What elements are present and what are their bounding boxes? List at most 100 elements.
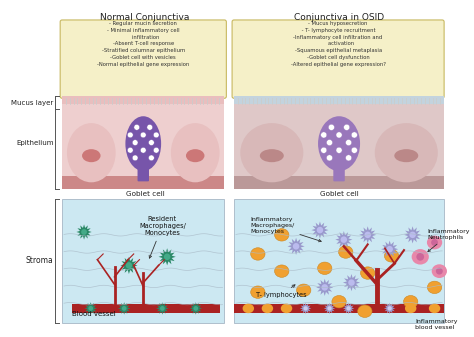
Polygon shape: [120, 257, 137, 274]
Ellipse shape: [432, 264, 447, 278]
Circle shape: [386, 246, 393, 252]
Circle shape: [327, 155, 333, 161]
FancyBboxPatch shape: [232, 20, 444, 98]
Polygon shape: [343, 303, 355, 314]
Circle shape: [293, 243, 300, 250]
Circle shape: [321, 284, 328, 290]
Circle shape: [154, 147, 159, 153]
Ellipse shape: [82, 149, 100, 162]
Circle shape: [321, 132, 327, 138]
Circle shape: [328, 306, 332, 311]
Ellipse shape: [384, 250, 399, 262]
Ellipse shape: [411, 249, 429, 265]
Text: Goblet cell: Goblet cell: [126, 191, 164, 197]
Text: Inflammatory
Neutrophils: Inflammatory Neutrophils: [428, 229, 470, 252]
Text: Conjunctiva in OSID: Conjunctiva in OSID: [294, 13, 384, 22]
Bar: [62, 96, 225, 189]
Ellipse shape: [240, 123, 303, 182]
Text: Goblet cell: Goblet cell: [319, 191, 358, 197]
Ellipse shape: [361, 267, 375, 279]
Polygon shape: [359, 226, 376, 243]
Bar: [62, 176, 225, 189]
Ellipse shape: [126, 116, 161, 171]
Ellipse shape: [243, 304, 254, 313]
Circle shape: [140, 132, 146, 138]
Ellipse shape: [318, 116, 360, 171]
Polygon shape: [324, 303, 335, 314]
Polygon shape: [335, 231, 353, 248]
Circle shape: [134, 124, 140, 130]
Circle shape: [351, 147, 357, 153]
Ellipse shape: [358, 305, 372, 317]
Polygon shape: [381, 241, 398, 258]
Circle shape: [132, 155, 138, 161]
Circle shape: [436, 268, 443, 275]
Ellipse shape: [394, 149, 418, 162]
Polygon shape: [84, 302, 97, 315]
Text: - Regular mucin secretion
- Minimal inflammatory cell
   infiltration
-Absent T-: - Regular mucin secretion - Minimal infl…: [97, 21, 190, 67]
Circle shape: [344, 124, 350, 130]
Circle shape: [132, 140, 138, 146]
Bar: [72, 304, 219, 313]
Text: Inflammatory
Macrophages/
Monocytes: Inflammatory Macrophages/ Monocytes: [250, 217, 321, 242]
Polygon shape: [158, 248, 176, 266]
Bar: [234, 96, 444, 189]
Text: Mucus layer: Mucus layer: [11, 99, 54, 105]
Polygon shape: [156, 302, 169, 315]
FancyBboxPatch shape: [137, 161, 149, 181]
Circle shape: [328, 124, 335, 130]
Circle shape: [303, 306, 308, 311]
Circle shape: [346, 140, 352, 146]
Bar: [234, 96, 444, 104]
Circle shape: [128, 147, 133, 153]
Ellipse shape: [251, 286, 265, 298]
Bar: [234, 198, 444, 323]
Ellipse shape: [332, 296, 346, 308]
Polygon shape: [287, 238, 305, 255]
Circle shape: [148, 140, 154, 146]
Text: Normal Conjunctiva: Normal Conjunctiva: [100, 13, 190, 22]
Circle shape: [321, 147, 327, 153]
Ellipse shape: [375, 123, 438, 182]
FancyBboxPatch shape: [60, 20, 227, 98]
Text: - Mucus hyposecretion
 - T- lymphocyte recruitment
-Inflammatory cell infiltrati: - Mucus hyposecretion - T- lymphocyte re…: [291, 21, 385, 67]
Circle shape: [160, 306, 165, 311]
Ellipse shape: [251, 248, 265, 260]
Circle shape: [122, 306, 127, 311]
Bar: [234, 304, 444, 313]
Ellipse shape: [405, 304, 417, 313]
Circle shape: [346, 306, 351, 311]
Ellipse shape: [297, 284, 311, 297]
Polygon shape: [343, 274, 360, 291]
Circle shape: [327, 140, 333, 146]
Ellipse shape: [429, 304, 440, 313]
Ellipse shape: [171, 123, 219, 182]
Circle shape: [410, 232, 416, 238]
Text: Inflammatory
blood vessel: Inflammatory blood vessel: [415, 319, 458, 330]
Ellipse shape: [260, 149, 284, 162]
Ellipse shape: [427, 236, 442, 249]
FancyBboxPatch shape: [333, 161, 345, 181]
Bar: [62, 198, 225, 323]
Text: Stroma: Stroma: [26, 256, 54, 265]
Circle shape: [365, 232, 371, 238]
Polygon shape: [311, 221, 328, 239]
Text: T- lymphocytes: T- lymphocytes: [256, 285, 307, 298]
Polygon shape: [190, 302, 202, 315]
Ellipse shape: [274, 265, 289, 277]
Circle shape: [164, 253, 171, 260]
Ellipse shape: [428, 281, 442, 294]
Circle shape: [147, 124, 153, 130]
Circle shape: [346, 155, 352, 161]
Circle shape: [126, 262, 132, 269]
Circle shape: [416, 253, 424, 261]
Polygon shape: [384, 303, 395, 314]
Polygon shape: [404, 226, 421, 243]
Circle shape: [336, 132, 342, 138]
Circle shape: [387, 306, 392, 311]
Circle shape: [148, 155, 154, 161]
Bar: [62, 96, 225, 104]
Circle shape: [340, 236, 347, 243]
Text: Resident
Macrophages/
Monocytes: Resident Macrophages/ Monocytes: [139, 216, 186, 258]
Bar: [234, 176, 444, 189]
